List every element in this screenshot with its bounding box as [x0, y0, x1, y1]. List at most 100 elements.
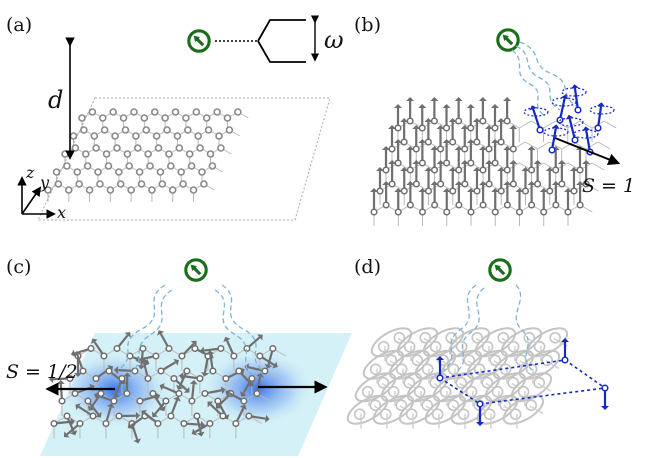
spin-up-arrow: [448, 118, 457, 146]
lattice-site: [137, 180, 146, 188]
disordered-spin-arrow: [207, 401, 227, 420]
lattice-bond: [529, 405, 544, 415]
spin-up-arrow: [503, 97, 512, 125]
coupling-waves: [443, 284, 533, 373]
disordered-spin-arrow: [157, 358, 179, 375]
spin-up-arrow: [515, 188, 524, 216]
lattice-bond: [591, 162, 605, 171]
spin-up-arrow: [448, 167, 457, 195]
lattice-site: [75, 180, 83, 188]
lattice-bond: [585, 141, 599, 150]
spin-up-arrow: [442, 104, 451, 132]
coupling-waves: [511, 41, 581, 117]
precessing-spin-arrow: [570, 84, 582, 114]
lattice-site: [150, 108, 159, 116]
disordered-spin-arrow: [178, 340, 197, 360]
spin-up-arrow: [430, 97, 439, 125]
disordered-spin-arrow: [73, 351, 87, 375]
precession-orbit: [543, 127, 569, 137]
lattice-site: [102, 150, 111, 158]
dimer-singlet: [502, 394, 545, 425]
lattice-site: [154, 144, 163, 152]
lattice-site: [127, 186, 135, 194]
spin-up-arrow: [539, 188, 548, 216]
lattice-site: [140, 114, 149, 122]
lattice-bond: [579, 120, 593, 129]
spin-up-arrow: [472, 118, 481, 146]
spin-up-arrow: [478, 146, 487, 174]
spin-up-arrow: [533, 160, 542, 188]
spin-up-arrow: [485, 160, 494, 188]
lattice-site: [130, 108, 138, 116]
disordered-spin-arrow: [245, 412, 270, 423]
spin-up-arrow: [406, 97, 415, 125]
lattice-site: [156, 168, 165, 176]
lattice-site: [52, 168, 61, 176]
lattice-bond: [537, 382, 552, 392]
spin-up-arrow: [424, 118, 433, 146]
spin-up-arrow: [382, 181, 391, 209]
disordered-spin-arrow: [239, 374, 256, 397]
spin-up-arrow: [551, 181, 560, 209]
spin-half-label: S = 1/2: [6, 361, 78, 383]
lattice-site: [200, 180, 208, 188]
lattice-bond: [561, 141, 575, 150]
disordered-spin-arrow: [264, 344, 277, 369]
lattice-site: [165, 150, 173, 158]
lattice-site: [81, 150, 90, 158]
spin-up-arrow: [394, 139, 403, 167]
precessing-spin-arrow: [565, 114, 579, 144]
lattice-site: [204, 126, 213, 134]
lattice-site: [115, 168, 123, 176]
spin-up-arrow: [557, 160, 566, 188]
precessing-spin-arrow: [594, 102, 606, 132]
lattice-bond: [518, 120, 532, 129]
lattice-bond: [549, 141, 562, 150]
panel-b: (b) S = 1: [354, 14, 635, 226]
lattice-site: [223, 114, 232, 122]
lattice-site: [132, 132, 140, 140]
lattice-site: [234, 108, 242, 116]
disordered-spin-arrow: [93, 391, 118, 405]
triplon-excitation: [439, 359, 606, 405]
disordered-spin-arrow: [253, 372, 265, 398]
disordered-spin-arrow: [167, 396, 181, 420]
spin-up-arrow: [509, 125, 518, 153]
spin-up-arrow: [490, 104, 499, 132]
spin-up-arrow: [545, 167, 554, 195]
lattice-site: [135, 168, 144, 176]
lattice-site: [78, 114, 86, 122]
spin-up-arrow: [472, 167, 481, 195]
spin-up-arrow: [521, 167, 530, 195]
disordered-spin-arrow: [113, 366, 139, 375]
panel-c-label: (c): [6, 256, 31, 278]
lattice-site: [125, 162, 134, 170]
qubit-icon: [488, 258, 512, 282]
lattice-site: [113, 144, 121, 152]
spin-up-arrow: [394, 104, 402, 132]
spin-up-arrow: [497, 118, 506, 146]
panel-a: (a) d ω z y x: [6, 14, 344, 222]
lattice-site: [175, 144, 184, 152]
disordered-spin-arrow: [49, 374, 74, 384]
qubit-icon: [184, 258, 208, 282]
spin-up-arrow: [509, 160, 518, 188]
lattice-site: [61, 150, 69, 158]
honeycomb-lattice: [44, 108, 249, 202]
precession-orbit: [561, 87, 587, 97]
triplon-spins: [436, 338, 609, 426]
spin-up-arrow: [412, 125, 421, 153]
lattice-site: [167, 162, 175, 170]
spin-up-arrow: [442, 139, 451, 167]
lattice-site: [215, 132, 223, 140]
disordered-spin-arrow: [157, 330, 173, 353]
spin-up-arrow: [503, 146, 512, 174]
lattice-site: [184, 126, 192, 134]
lattice-site: [198, 168, 206, 176]
lattice-bond: [597, 141, 611, 150]
lattice-site: [177, 168, 186, 176]
spin-up-arrow: [503, 181, 512, 209]
lattice-site: [133, 144, 142, 152]
lattice-site: [225, 126, 234, 134]
